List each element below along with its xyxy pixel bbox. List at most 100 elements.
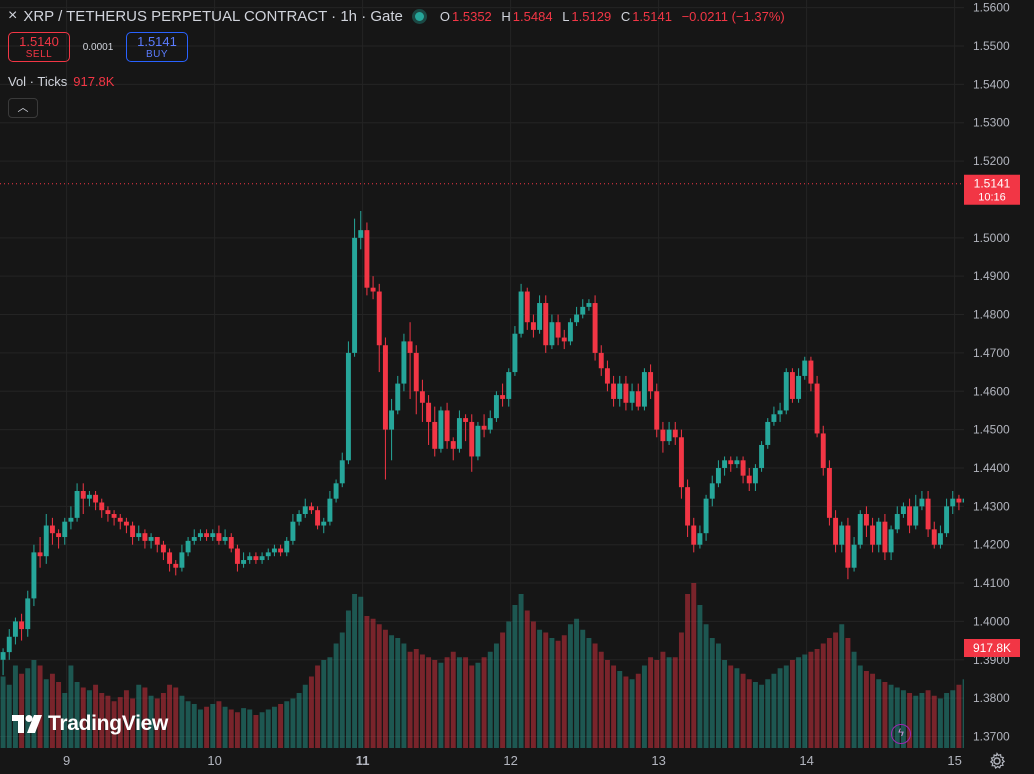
candle-body bbox=[685, 487, 691, 526]
volume-bar bbox=[506, 621, 512, 748]
volume-bar bbox=[327, 657, 333, 748]
volume-bar bbox=[86, 690, 92, 748]
market-open-icon bbox=[414, 11, 424, 21]
buy-button[interactable]: 1.5141 BUY bbox=[126, 32, 188, 62]
candle-body bbox=[678, 437, 684, 488]
volume-bar bbox=[629, 679, 635, 748]
volume-bar bbox=[376, 624, 382, 748]
volume-bar bbox=[432, 660, 438, 748]
volume-bar bbox=[117, 697, 123, 748]
volume-bar bbox=[598, 651, 604, 748]
candle-body bbox=[703, 498, 709, 534]
volume-bar bbox=[123, 690, 129, 748]
volume-bar bbox=[524, 610, 530, 748]
candle-body bbox=[93, 494, 99, 503]
chevron-up-icon[interactable]: ︿ bbox=[8, 98, 38, 118]
candle-body bbox=[99, 502, 105, 511]
volume-bar bbox=[19, 673, 25, 748]
volume-bar bbox=[567, 624, 573, 748]
candle-body bbox=[222, 537, 228, 541]
candle-body bbox=[851, 544, 857, 568]
volume-bar bbox=[722, 660, 728, 748]
candle-body bbox=[333, 483, 339, 499]
volume-bar bbox=[49, 673, 55, 748]
volume-bar bbox=[401, 643, 407, 748]
x-tick-label: 12 bbox=[503, 753, 517, 768]
volume-bar bbox=[25, 668, 31, 748]
tradingview-logo-icon bbox=[12, 715, 42, 733]
collapse-icon[interactable]: × bbox=[8, 7, 18, 24]
candle-body bbox=[660, 429, 666, 442]
candle-body bbox=[691, 525, 697, 545]
volume-bar bbox=[641, 665, 647, 748]
candle-body bbox=[419, 391, 425, 403]
candle-body bbox=[722, 460, 728, 468]
volume-bar bbox=[574, 618, 580, 748]
candle-body bbox=[407, 341, 413, 353]
volume-bar bbox=[407, 651, 413, 748]
x-tick-label: 9 bbox=[63, 753, 70, 768]
volume-bar bbox=[130, 698, 136, 748]
tradingview-logo: TradingView bbox=[12, 712, 168, 736]
volume-bar bbox=[543, 632, 549, 748]
symbol-title[interactable]: XRP / TETHERUS PERPETUAL CONTRACT · 1h ·… bbox=[23, 7, 403, 25]
candle-body bbox=[765, 421, 771, 445]
volume-bar bbox=[389, 635, 395, 748]
volume-bar bbox=[160, 693, 166, 748]
y-tick-label: 1.4700 bbox=[973, 346, 1010, 360]
volume-bar bbox=[191, 704, 197, 748]
volume-bar bbox=[950, 690, 956, 748]
sell-button[interactable]: 1.5140 SELL bbox=[8, 32, 70, 62]
candle-body bbox=[734, 460, 740, 465]
candle-body bbox=[826, 467, 832, 518]
candle-body bbox=[863, 514, 869, 526]
candle-body bbox=[672, 429, 678, 438]
volume-bar bbox=[888, 684, 894, 748]
volume-bar bbox=[876, 679, 882, 748]
volume-bar bbox=[820, 643, 826, 748]
candle-body bbox=[512, 333, 518, 373]
volume-bar bbox=[894, 687, 900, 748]
candle-body bbox=[944, 506, 950, 534]
candle-body bbox=[413, 352, 419, 392]
volume-bar bbox=[413, 649, 419, 748]
x-tick-label: 13 bbox=[651, 753, 665, 768]
candle-body bbox=[808, 360, 814, 384]
volume-bar bbox=[278, 704, 284, 748]
settings-gear-icon[interactable] bbox=[988, 752, 1006, 770]
candle-body bbox=[142, 533, 148, 541]
volume-bar bbox=[728, 665, 734, 748]
volume-bar bbox=[956, 684, 962, 748]
candle-body bbox=[709, 483, 715, 499]
candle-body bbox=[543, 303, 549, 346]
candle-body bbox=[740, 460, 746, 476]
candle-body bbox=[339, 460, 345, 484]
volume-bar bbox=[259, 712, 265, 748]
volume-bar bbox=[740, 673, 746, 748]
change-value: −0.0211 (−1.37%) bbox=[681, 8, 785, 24]
volume-bar bbox=[851, 651, 857, 748]
volume-bar bbox=[475, 662, 481, 748]
volume-bar bbox=[746, 679, 752, 748]
lightning-icon[interactable]: ϟ bbox=[891, 724, 911, 744]
volume-bar bbox=[197, 709, 203, 748]
candle-body bbox=[820, 433, 826, 468]
volume-bar bbox=[672, 657, 678, 748]
candle-body bbox=[382, 345, 388, 430]
candle-body bbox=[56, 533, 62, 538]
candle-body bbox=[438, 410, 444, 449]
time-axis[interactable]: 9 10 11 12 13 14 15 bbox=[63, 753, 962, 768]
volume-bar bbox=[913, 695, 919, 748]
volume-bar bbox=[931, 695, 937, 748]
candle-body bbox=[62, 521, 68, 538]
candle-body bbox=[204, 533, 210, 538]
candle-body bbox=[210, 533, 216, 538]
volume-bar bbox=[777, 668, 783, 748]
volume-bar bbox=[37, 665, 43, 748]
candle-body bbox=[253, 556, 259, 561]
candle-body bbox=[617, 383, 623, 399]
candle-body bbox=[574, 314, 580, 323]
price-axis[interactable]: 1.5600 1.5500 1.5400 1.5300 1.5200 1.5000 1.49… bbox=[964, 0, 1034, 774]
